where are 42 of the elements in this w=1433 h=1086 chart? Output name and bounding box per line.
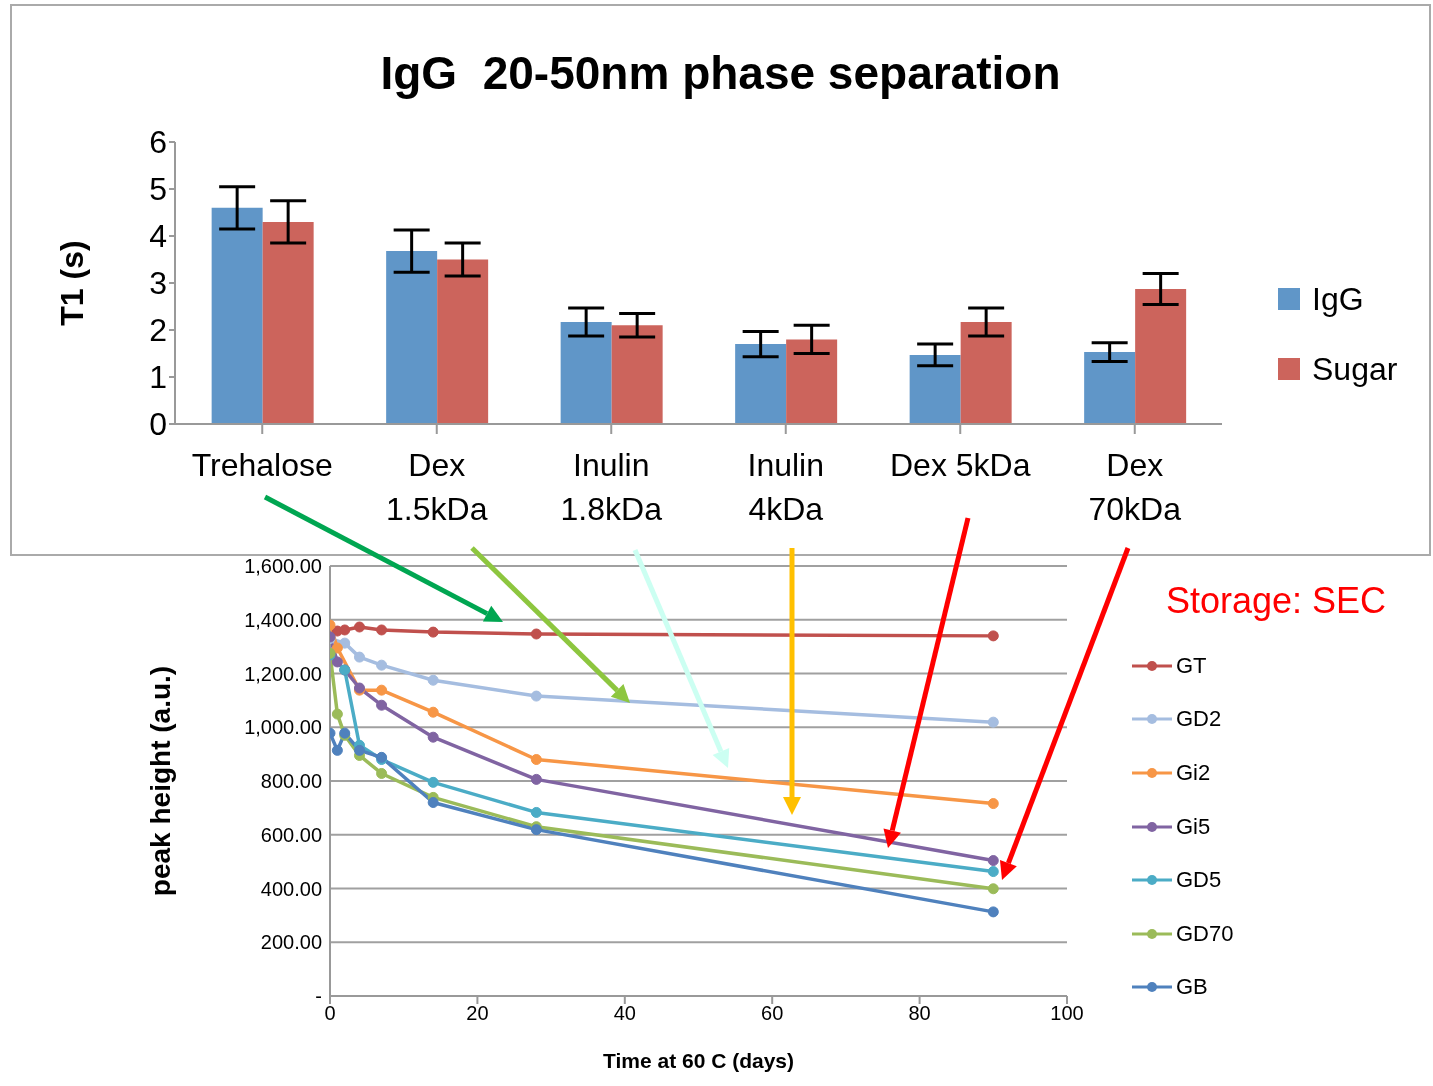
y-tick-label: 200.00 (260, 931, 322, 954)
x-axis-title: Time at 60 C (days) (602, 1049, 795, 1072)
y-tick-label: 1 (149, 359, 167, 396)
y-axis-title: peak height (a.u.) (144, 665, 176, 897)
x-tick-label: 0 (324, 1002, 336, 1025)
y-tick-label: 400.00 (260, 877, 322, 900)
text: Storage: SEC (1166, 580, 1387, 622)
y-tick-label: 1,400.00 (244, 608, 322, 631)
y-tick-label: - (315, 985, 322, 1008)
legend-label: GD2 (1176, 706, 1222, 733)
x-tick-label: Dex 5kDa (890, 447, 1031, 483)
x-tick-label: Trehalose (191, 447, 333, 483)
chart-title: IgG 20-50nm phase separation (379, 46, 1062, 100)
x-tick-label: Inulin 4kDa (747, 447, 824, 527)
legend-label: GD5 (1176, 867, 1222, 894)
x-tick-label: Dex 70kDa (1088, 447, 1182, 527)
y-tick-label: 1,600.00 (244, 555, 322, 578)
legend-label: Gi5 (1176, 813, 1211, 840)
y-tick-label: 3 (149, 265, 167, 302)
legend-label: GT (1176, 652, 1207, 679)
x-tick-label: 40 (613, 1002, 636, 1025)
x-tick-label: 80 (908, 1002, 931, 1025)
y-tick-label: 4 (149, 218, 167, 255)
x-tick-label: 20 (466, 1002, 489, 1025)
y-tick-label: 6 (149, 124, 167, 161)
y-tick-label: 600.00 (260, 823, 322, 846)
legend-label: Sugar (1312, 350, 1398, 388)
x-tick-label: Dex 1.5kDa (386, 447, 488, 527)
y-tick-label: 1,000.00 (244, 716, 322, 739)
y-tick-label: 0 (149, 406, 167, 443)
legend-label: GB (1176, 974, 1208, 1001)
y-tick-label: 1,200.00 (244, 662, 322, 685)
y-tick-label: 2 (149, 312, 167, 349)
y-tick-label: 5 (149, 171, 167, 208)
legend-label: GD70 (1176, 920, 1234, 947)
x-tick-label: Inulin 1.8kDa (560, 447, 663, 527)
legend-label: Gi2 (1176, 759, 1211, 786)
x-tick-label: 60 (761, 1002, 784, 1025)
legend-label: IgG (1312, 280, 1364, 318)
y-axis-title: T1 (s) (54, 240, 91, 326)
y-tick-label: 800.00 (260, 770, 322, 793)
x-tick-label: 100 (1050, 1002, 1084, 1025)
